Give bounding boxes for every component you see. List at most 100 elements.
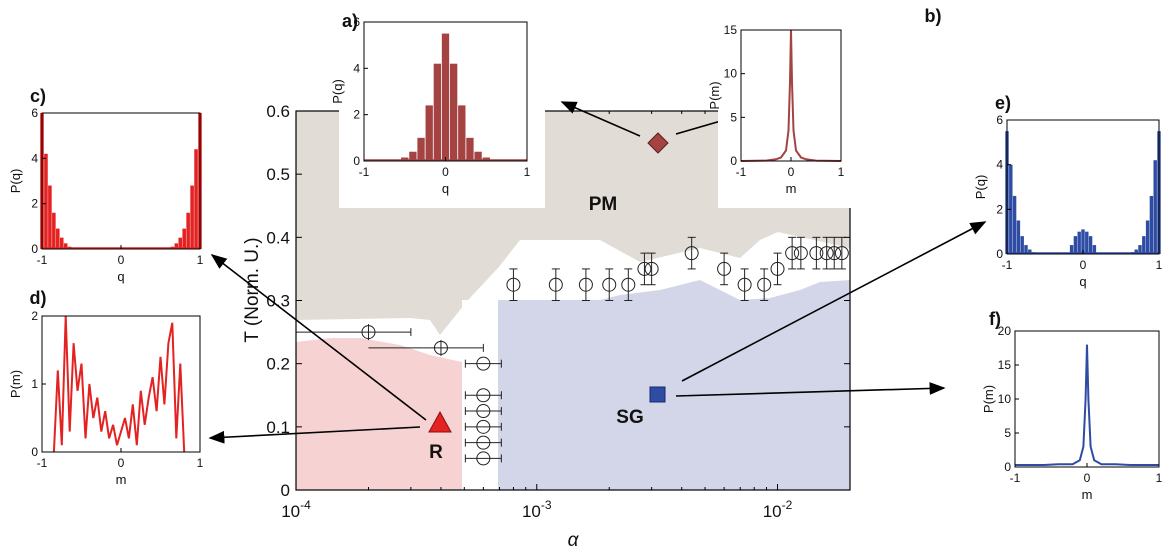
data-point-marker [717,261,732,276]
main-xtick-label: 10-2 [763,498,793,521]
inset-xtick-label: 1 [1156,471,1162,485]
inset-xtick-label: -1 [37,456,48,470]
data-point-marker [809,246,824,261]
inset-xtick-label: 0 [1084,471,1091,485]
histogram-bar [1012,195,1017,254]
data-point-marker [819,246,834,261]
main-y-axis-label: T (Norm. U.) [242,237,263,342]
inset-xtick-label: -1 [1010,471,1021,485]
inset-xtick-label: 0 [788,165,795,179]
histogram-bar [1088,236,1093,254]
inset-ytick-label: 1 [31,377,38,391]
histogram-bar [1153,160,1157,254]
inset-ytick-label: 5 [1004,426,1011,440]
main-xtick-label: 10-4 [281,498,311,521]
inset-xtick-label: -1 [736,165,747,179]
panel-label-f: f) [989,309,1001,329]
xtick-base: 10 [763,502,782,521]
data-point-marker [476,419,491,434]
inset-xtick-label: 1 [838,165,845,179]
arrow-to-inset-a [560,101,641,137]
data-point-marker [361,325,376,340]
main-ytick-label: 0 [281,481,290,500]
data-point-19 [770,252,785,286]
inset-x-axis-label: m [116,472,127,487]
panel-label-e: e) [995,93,1011,113]
inset-ytick-label: 4 [31,151,38,165]
inset-xtick-label: 1 [524,165,531,179]
inset-ytick-label: 4 [996,158,1003,172]
data-point-marker [793,246,808,261]
data-point-16 [717,252,732,286]
data-point-12 [621,268,636,301]
inset-y-axis-label: P(q) [973,175,988,200]
sg-region-label: SG [616,407,643,428]
histogram-bar [1134,249,1138,254]
histogram-bar [44,153,48,249]
histogram-bar [48,185,52,249]
data-point-23 [819,236,834,270]
data-point-marker [621,277,636,292]
r-triangle-marker [428,410,452,433]
inset-frame [41,112,201,250]
arrow-to-inset-d [208,426,421,444]
histogram-bar [190,185,194,249]
inset-xtick-label: 0 [442,165,449,179]
data-point-marker [834,246,849,261]
histogram-bar [194,149,198,249]
data-point-0 [296,324,412,341]
inset-ytick-label: 0 [31,445,38,459]
histogram-bar [1149,195,1154,254]
data-point-11 [602,268,617,301]
data-point-marker [548,277,563,292]
inset-xtick-label: 0 [118,456,125,470]
data-point-5 [464,419,502,434]
inset-y-axis-label: P(m) [707,81,722,109]
main-x-axis-label: α [568,530,580,550]
data-point-marker [476,356,491,371]
histogram-bar [1138,245,1142,254]
histogram-bar [1016,220,1021,254]
distribution-curve [1015,344,1159,466]
xtick-base: 10 [281,502,300,521]
r-region [296,338,462,490]
histogram-bar [1142,236,1146,254]
inset-ytick-label: 6 [353,15,360,29]
histogram-bar [474,151,482,161]
data-point-marker [602,277,617,292]
data-point-marker [770,261,785,276]
arrow-to-inset-e [681,221,987,382]
arrow-to-inset-f [675,382,946,397]
data-point-marker [737,277,752,292]
data-point-marker [476,451,491,466]
histogram-bar [186,212,190,249]
data-point-marker [785,246,800,261]
panel-label-b: b) [925,6,942,26]
inset-xtick-label: 1 [1156,258,1162,272]
data-point-20 [785,236,800,270]
inset-x-axis-label: m [786,181,797,196]
data-point-marker [506,277,521,292]
main-ytick-label: 0.2 [266,355,290,374]
histogram-bar [433,63,442,162]
data-point-2 [464,356,502,371]
inset-ytick-label: 4 [353,61,360,75]
sg-region [498,280,850,490]
inset-x-axis-label: q [117,269,124,284]
data-point-marker [578,277,593,292]
data-point-marker [644,261,659,276]
r-region-label: R [429,442,443,463]
histogram-bar [1092,245,1097,254]
panel-label-d: d) [30,288,47,308]
inset-xtick-label: 0 [118,253,125,267]
inset-xtick-label: -1 [1002,258,1013,272]
distribution-curve [52,315,186,453]
data-point-25 [834,236,849,270]
panel-label-a: a) [342,11,358,31]
inset-ytick-label: 2 [31,309,38,323]
main-xtick-label: 10-3 [522,498,552,521]
